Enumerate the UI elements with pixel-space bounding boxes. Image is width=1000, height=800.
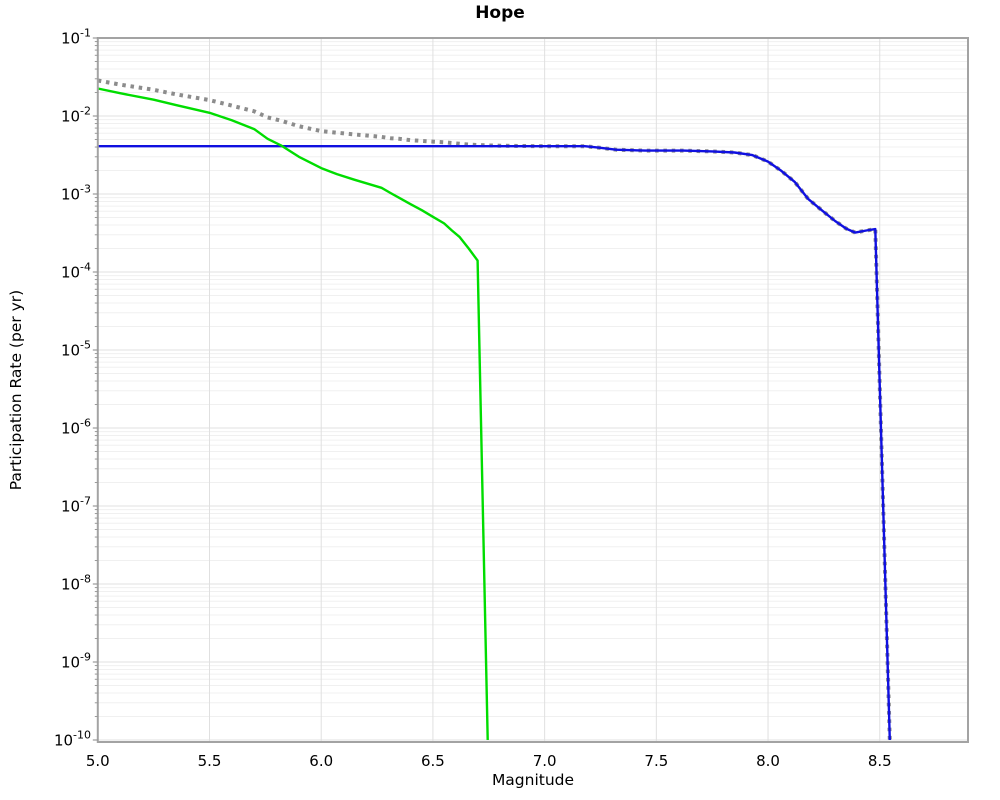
x-tick-label: 6.5 (421, 752, 445, 770)
x-tick-label: 8.5 (868, 752, 892, 770)
series-green-solid-path (97, 87, 489, 741)
y-tick-label: 10-1 (61, 27, 91, 48)
x-tick-label: 7.5 (644, 752, 668, 770)
x-axis-label: Magnitude (491, 771, 575, 789)
y-tick-label: 10-3 (61, 183, 91, 204)
series-gray-dotted-total-path (97, 78, 892, 741)
y-tick-label: 10-9 (61, 651, 91, 672)
y-tick-label: 10-6 (61, 417, 91, 438)
y-tick-label: 10-7 (61, 495, 91, 516)
chart-title: Hope (475, 3, 525, 23)
y-tick-label: 10-8 (61, 573, 91, 594)
x-tick-label: 8.0 (756, 752, 780, 770)
axis-border (96, 37, 970, 743)
y-tick-label: 10-10 (54, 729, 91, 750)
x-tick-label: 5.0 (86, 752, 110, 770)
y-tick-label: 10-2 (61, 105, 91, 126)
x-tick-label: 6.0 (309, 752, 333, 770)
y-tick-label: 10-5 (61, 339, 91, 360)
y-tick-label: 10-4 (61, 261, 91, 282)
x-tick-label: 5.5 (198, 752, 222, 770)
series-blue-solid-baseline-path (97, 145, 891, 741)
x-tick-label: 7.0 (533, 752, 557, 770)
